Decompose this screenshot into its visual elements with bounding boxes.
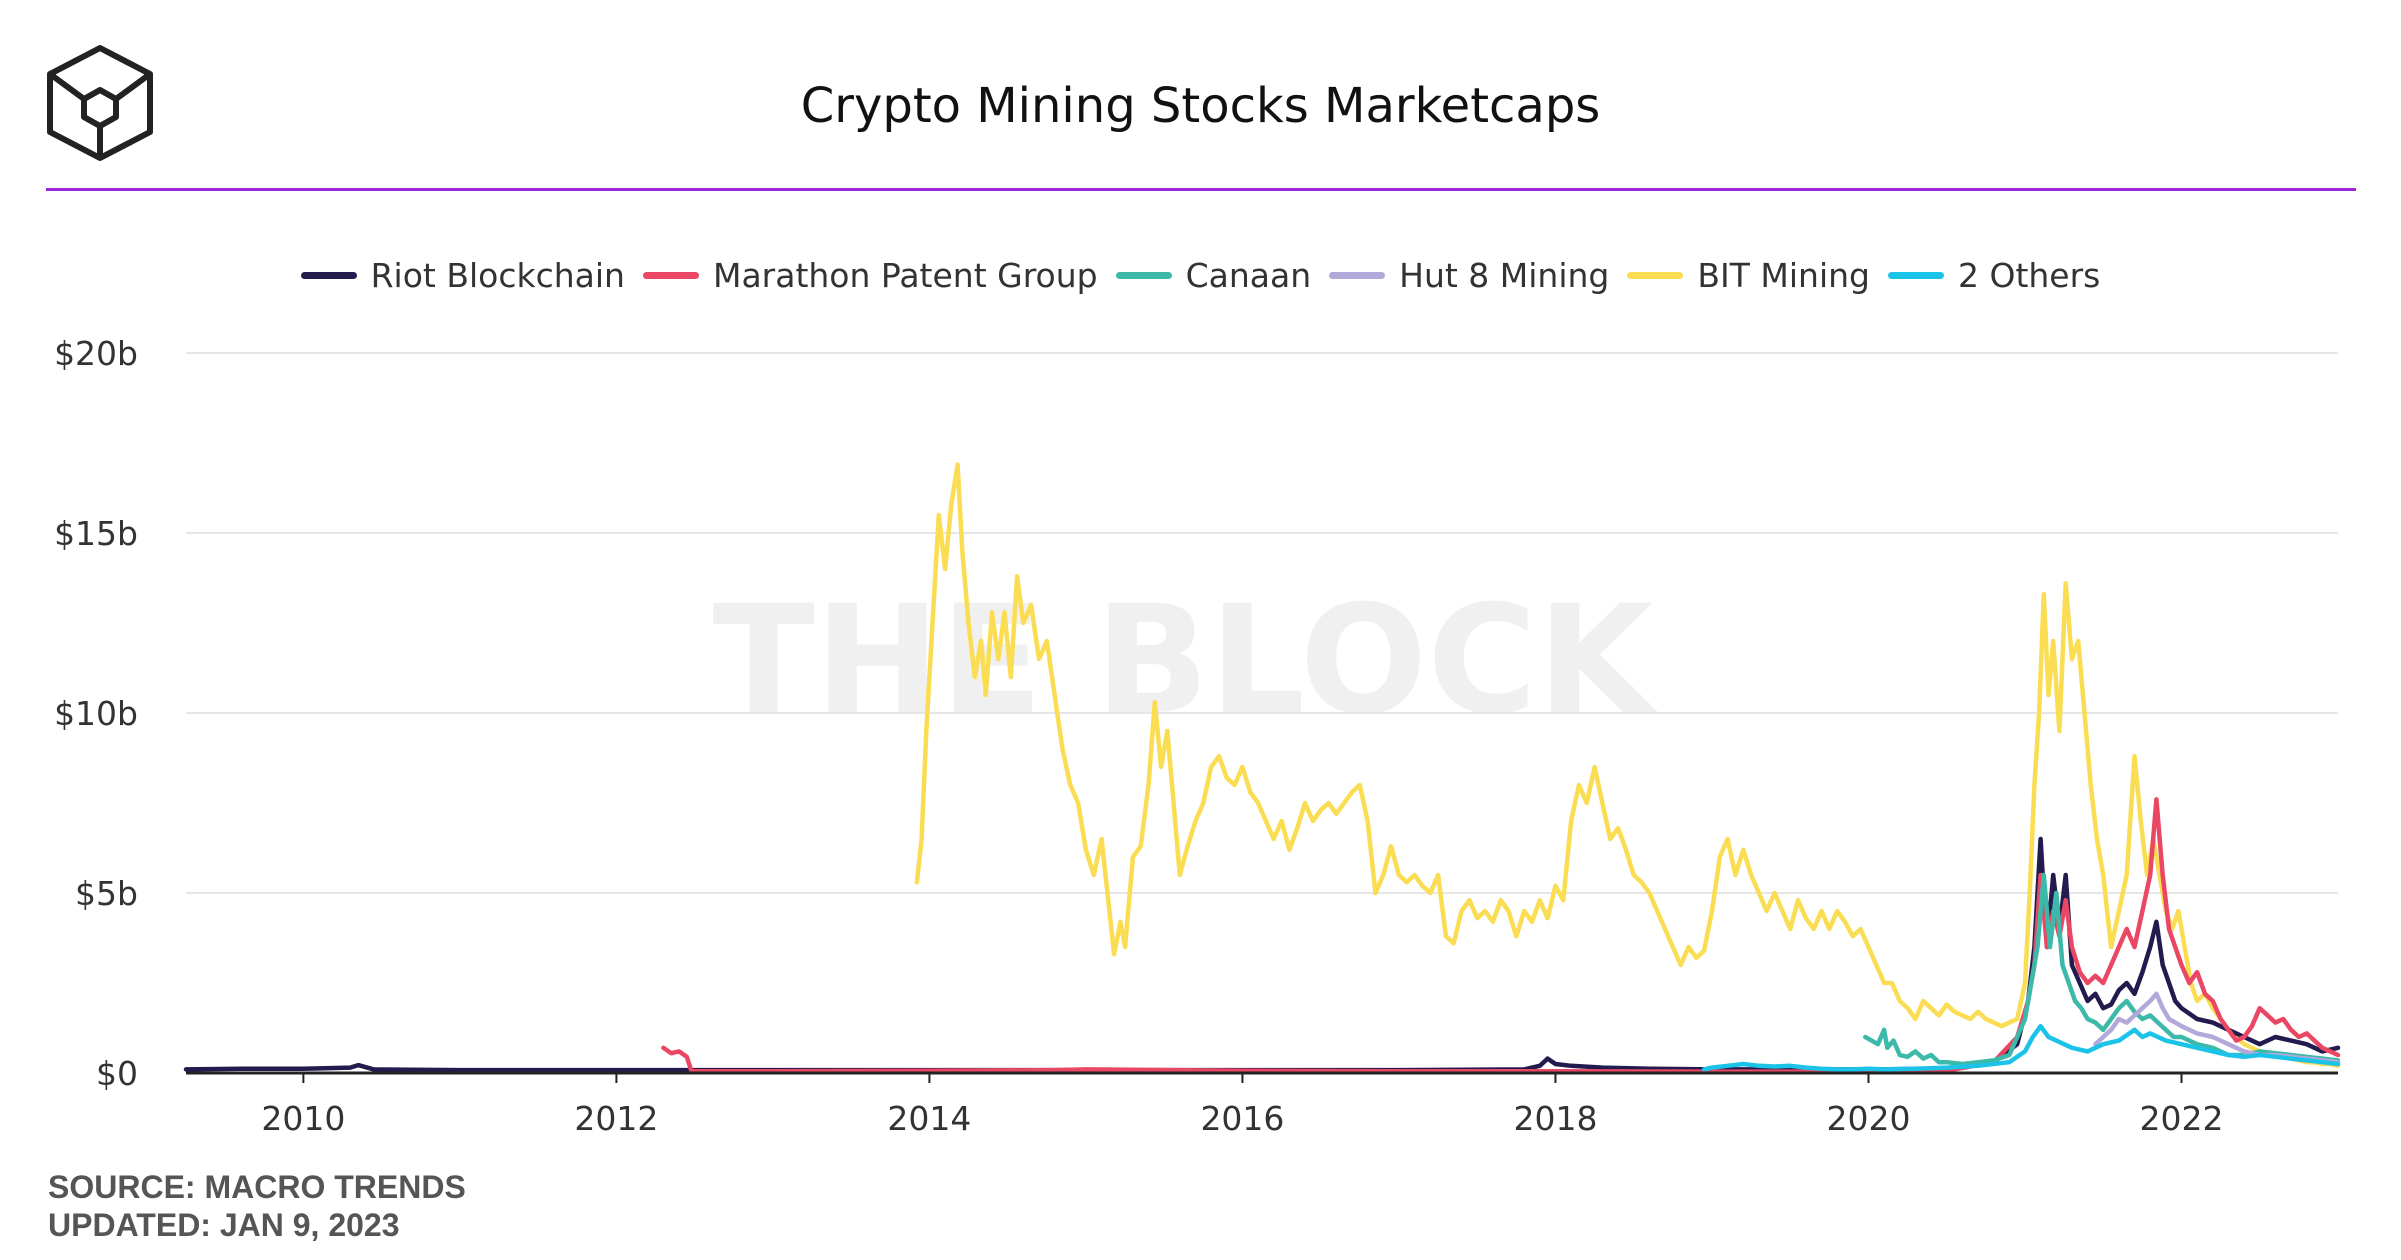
grid-lines	[186, 352, 2338, 894]
legend-item[interactable]: Marathon Patent Group	[642, 256, 1098, 295]
axes: $0 $5b $10b $15b $20b 2010 2012 2014 2016 2018 202…	[54, 334, 2338, 1138]
legend-label: 2 Others	[1957, 256, 2101, 295]
legend-item[interactable]: Riot Blockchain	[300, 256, 625, 295]
title-divider	[46, 188, 2356, 191]
x-tick-label: 2014	[887, 1099, 971, 1138]
x-tick-label: 2016	[1200, 1099, 1284, 1138]
chart-plot: THE BLOCK $0 $5b $10b $15b $20b 2010 2012 2014 2…	[54, 334, 2341, 1138]
series-line-riot-blockchain	[183, 836, 2341, 1073]
legend-swatch	[300, 272, 357, 279]
x-tick-label: 2012	[574, 1099, 658, 1138]
y-tick-label: $10b	[54, 694, 138, 733]
legend-item[interactable]: 2 Others	[1887, 256, 2101, 295]
y-tick-label: $0	[96, 1054, 138, 1093]
legend-item[interactable]: Canaan	[1115, 256, 1312, 295]
chart-legend: Riot Blockchain Marathon Patent Group Cana…	[0, 256, 2401, 295]
x-tick-label: 2022	[2139, 1099, 2223, 1138]
series-line-canaan	[1863, 872, 2341, 1067]
series-line-marathon-patent-group	[661, 797, 2341, 1074]
x-tick-label: 2018	[1513, 1099, 1597, 1138]
source-note: SOURCE: MACRO TRENDS	[48, 1169, 466, 1205]
chart-title: Crypto Mining Stocks Marketcaps	[800, 78, 1601, 134]
legend-swatch	[642, 272, 699, 279]
legend-item[interactable]: Hut 8 Mining	[1329, 256, 1609, 295]
x-tick-label: 2010	[261, 1099, 345, 1138]
legend-label: BIT Mining	[1697, 256, 1870, 295]
y-tick-label: $5b	[75, 874, 138, 913]
legend-swatch	[1115, 272, 1172, 279]
legend-label: Marathon Patent Group	[712, 256, 1098, 295]
legend-label: Hut 8 Mining	[1399, 256, 1610, 295]
updated-note: UPDATED: JAN 9, 2023	[48, 1207, 400, 1243]
y-tick-label: $20b	[54, 334, 138, 373]
the-block-logo	[47, 45, 153, 161]
legend-swatch	[1329, 272, 1386, 279]
x-tick-label: 2020	[1826, 1099, 1910, 1138]
footer: SOURCE: MACRO TRENDS UPDATED: JAN 9, 202…	[48, 1168, 466, 1244]
legend-swatch	[1887, 272, 1944, 279]
legend-label: Riot Blockchain	[370, 256, 625, 295]
watermark: THE BLOCK	[713, 574, 1659, 748]
y-tick-label: $15b	[54, 514, 138, 553]
series-lines	[183, 462, 2341, 1074]
series-line-2-others	[1701, 1023, 2341, 1072]
series-line-bit-mining	[914, 462, 2341, 1069]
legend-swatch	[1627, 272, 1684, 279]
legend-label: Canaan	[1185, 256, 1312, 295]
legend-item[interactable]: BIT Mining	[1627, 256, 1870, 295]
